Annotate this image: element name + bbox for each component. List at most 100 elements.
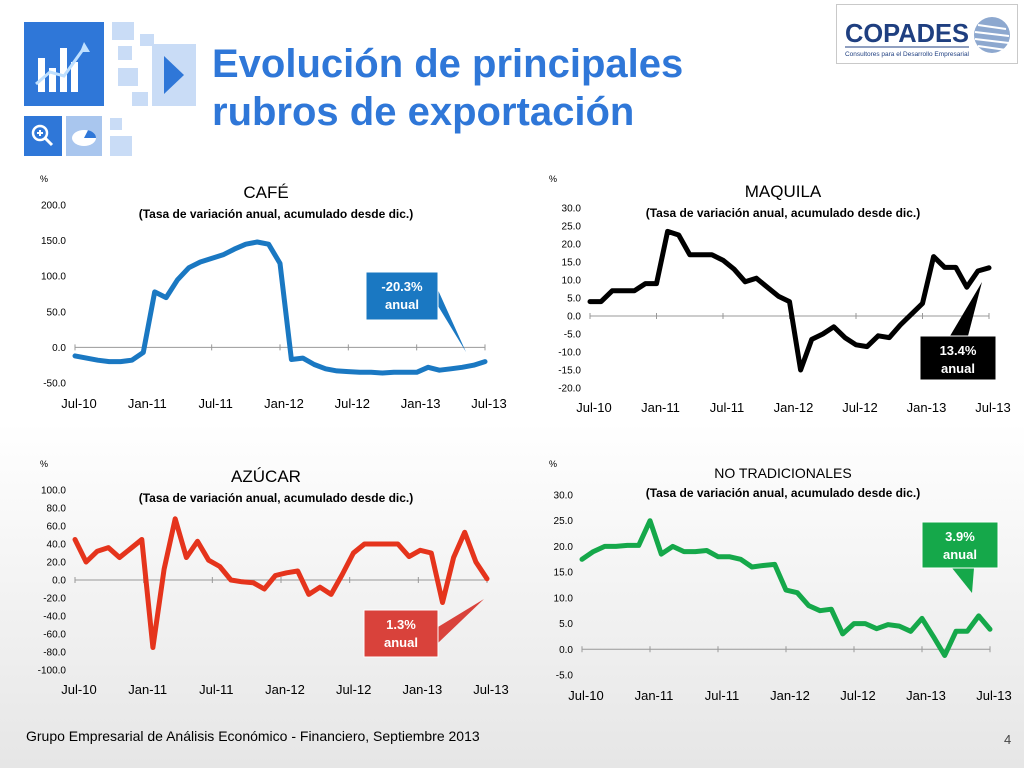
chart-title: MAQUILA — [745, 182, 822, 201]
chart-azucar: % AZÚCAR (Tasa de variación anual, acumula… — [38, 459, 509, 697]
page-title-line-2: rubros de exportación — [212, 90, 635, 134]
zoom-in-icon — [24, 116, 62, 156]
brand-name: COPADES — [845, 18, 969, 48]
brand-logo: COPADES Consultores para el Desarrollo E… — [836, 4, 1018, 64]
x-tick-label: Jan-11 — [128, 396, 167, 411]
callout-unit: anual — [384, 635, 418, 650]
callout-unit: anual — [943, 547, 977, 562]
x-tick-label: Jul-11 — [198, 396, 232, 411]
callout-box — [919, 335, 997, 381]
y-tick-label: 20.0 — [47, 558, 67, 569]
brand-globe-icon — [974, 17, 1010, 53]
x-tick-label: Jul-11 — [710, 400, 744, 415]
chart-no-tradicionales: % NO TRADICIONALES (Tasa de variación anua… — [549, 459, 1012, 703]
y-tick-label: 100.0 — [41, 486, 66, 497]
callout-box — [363, 609, 439, 658]
chart-subtitle: (Tasa de variación anual, acumulado desd… — [646, 486, 921, 500]
y-axis-unit: % — [40, 459, 48, 469]
x-tick-label: Jul-12 — [840, 688, 875, 703]
chart-subtitle: (Tasa de variación anual, acumulado desd… — [139, 207, 414, 221]
x-tick-label: Jul-11 — [705, 688, 739, 703]
y-tick-label: 50.0 — [47, 307, 67, 318]
chart-subtitle: (Tasa de variación anual, acumulado desd… — [139, 491, 414, 505]
y-tick-label: 0.0 — [52, 343, 66, 354]
logo-square — [112, 22, 134, 40]
x-tick-label: Jan-12 — [264, 396, 304, 411]
x-tick-label: Jul-13 — [976, 688, 1011, 703]
callout-value: 1.3% — [386, 617, 416, 632]
page-title-line-1: Evolución de principales — [212, 42, 684, 86]
y-tick-label: 80.0 — [47, 504, 67, 515]
logo-square — [140, 34, 154, 46]
callout-value: 13.4% — [940, 343, 977, 358]
x-tick-label: Jul-13 — [471, 396, 506, 411]
y-tick-label: -10.0 — [558, 348, 581, 359]
x-tick-label: Jan-13 — [906, 688, 946, 703]
y-tick-label: 20.0 — [562, 240, 582, 251]
callout-value: -20.3% — [381, 279, 423, 294]
callout-annotation: 13.4% anual — [919, 282, 997, 381]
series-line — [72, 239, 488, 376]
x-tick-label: Jan-12 — [774, 400, 814, 415]
logo-square — [110, 118, 122, 130]
page-title: Evolución de principales rubros de expor… — [212, 40, 683, 136]
y-tick-label: 25.0 — [554, 516, 574, 527]
callout-annotation: 1.3% anual — [363, 599, 484, 658]
callout-pointer — [438, 599, 484, 643]
x-tick-label: Jul-13 — [473, 682, 508, 697]
y-tick-label: 20.0 — [554, 542, 574, 553]
y-tick-label: 150.0 — [41, 236, 66, 247]
y-tick-label: -100.0 — [38, 666, 67, 677]
logo-square — [132, 92, 148, 106]
y-tick-label: 15.0 — [554, 568, 574, 579]
y-tick-label: -20.0 — [43, 594, 66, 605]
x-tick-label: Jul-13 — [975, 400, 1010, 415]
footer-text: Grupo Empresarial de Análisis Económico … — [26, 728, 480, 744]
y-tick-label: 25.0 — [562, 222, 582, 233]
y-tick-label: -40.0 — [43, 612, 66, 623]
series-line — [587, 228, 992, 373]
x-tick-label: Jan-12 — [770, 688, 810, 703]
series-line — [72, 516, 490, 650]
callout-annotation: -20.3% anual — [365, 271, 466, 352]
y-tick-label: -80.0 — [43, 648, 66, 659]
callout-box — [365, 271, 439, 321]
callout-unit: anual — [941, 361, 975, 376]
chart-cafe: % CAFÉ (Tasa de variación anual, acumulado… — [40, 174, 507, 411]
callout-box — [921, 521, 999, 569]
chart-title: CAFÉ — [243, 183, 288, 202]
y-tick-label: 60.0 — [47, 522, 67, 533]
y-tick-label: -50.0 — [43, 379, 66, 390]
y-tick-label: 0.0 — [567, 312, 581, 323]
y-tick-label: 30.0 — [554, 491, 574, 502]
x-tick-label: Jan-11 — [635, 688, 674, 703]
y-tick-label: -20.0 — [558, 384, 581, 395]
x-tick-label: Jul-11 — [199, 682, 233, 697]
y-tick-label: 5.0 — [567, 294, 581, 305]
x-tick-label: Jul-10 — [61, 396, 96, 411]
pie-chart-icon — [66, 116, 102, 156]
chart-growth-icon — [24, 22, 104, 106]
callout-value: 3.9% — [945, 529, 975, 544]
callout-pointer — [950, 282, 982, 336]
y-tick-label: 0.0 — [559, 645, 573, 656]
callout-pointer — [438, 290, 466, 352]
y-tick-label: 30.0 — [562, 204, 582, 215]
y-tick-label: 15.0 — [562, 258, 582, 269]
chart-maquila: % MAQUILA (Tasa de variación anual, acumul… — [549, 174, 1011, 415]
page-number: 4 — [1004, 732, 1012, 747]
y-axis-unit: % — [549, 459, 557, 469]
logo-square — [118, 68, 138, 86]
x-tick-label: Jan-12 — [265, 682, 305, 697]
callout-annotation: 3.9% anual — [921, 521, 999, 593]
y-tick-label: 10.0 — [554, 593, 574, 604]
y-axis-unit: % — [40, 174, 48, 184]
x-tick-label: Jul-12 — [336, 682, 371, 697]
callout-pointer — [952, 568, 974, 593]
logo-square — [110, 136, 132, 156]
chart-subtitle: (Tasa de variación anual, acumulado desd… — [646, 206, 921, 220]
play-arrow-icon — [152, 44, 196, 106]
x-tick-label: Jul-10 — [568, 688, 603, 703]
callout-unit: anual — [385, 297, 419, 312]
series-line — [579, 518, 993, 658]
